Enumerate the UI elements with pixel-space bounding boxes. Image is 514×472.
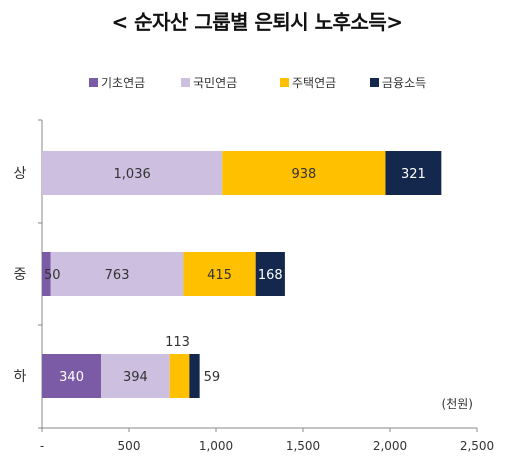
category-label-0: 상	[14, 166, 27, 182]
bar-중-기초연금	[42, 252, 51, 296]
data-label-중-국민연금: 763	[105, 268, 130, 283]
bar-중-금융소득	[255, 252, 285, 296]
legend-swatch-금융소득	[370, 78, 379, 87]
legend-label-금융소득: 금융소득	[382, 76, 426, 90]
data-label-상-주택연금: 938	[291, 167, 316, 182]
bar-하-금융소득	[189, 354, 200, 398]
x-tick-label: 1,000	[199, 439, 233, 453]
data-label-하-주택연금: 113	[165, 335, 190, 350]
x-tick-label: 1,500	[286, 439, 320, 453]
bar-상-국민연금	[42, 151, 223, 195]
bar-상-금융소득	[385, 151, 442, 195]
legend-label-국민연금: 국민연금	[193, 76, 237, 90]
bar-하-주택연금	[169, 354, 190, 398]
bar-하-기초연금	[42, 354, 102, 398]
legend-swatch-국민연금	[181, 78, 190, 87]
bar-중-주택연금	[183, 252, 256, 296]
legend: 기초연금 국민연금 주택연금 금융소득	[89, 76, 426, 90]
legend-label-기초연금: 기초연금	[101, 76, 145, 90]
bars	[42, 151, 442, 398]
chart-title: < 순자산 그룹별 은퇴시 노후소득>	[111, 10, 403, 34]
legend-swatch-주택연금	[280, 78, 289, 87]
x-tick-label: -	[40, 439, 44, 453]
data-label-중-기초연금: 50	[44, 268, 61, 283]
x-tick-label: 2,000	[373, 439, 407, 453]
data-labels: 1,036 938 321 50 763 415 168 340 394 113 59	[44, 167, 426, 385]
data-label-하-기초연금: 340	[59, 370, 84, 385]
unit-label: (천원)	[442, 396, 473, 411]
category-label-1: 중	[14, 267, 27, 283]
legend-swatch-기초연금	[89, 78, 98, 87]
legend-label-주택연금: 주택연금	[292, 76, 336, 90]
bar-중-국민연금	[50, 252, 184, 296]
data-label-하-금융소득: 59	[204, 370, 221, 385]
bar-상-주택연금	[222, 151, 386, 195]
data-label-중-금융소득: 168	[258, 268, 283, 283]
x-tick-label: 2,500	[460, 439, 494, 453]
data-label-중-주택연금: 415	[207, 268, 232, 283]
x-tick-label: 500	[118, 439, 141, 453]
axes: - 500 1,000 1,500 2,000 2,500 상중하	[14, 119, 494, 453]
data-label-상-국민연금: 1,036	[114, 167, 151, 182]
bar-하-국민연금	[101, 354, 170, 398]
data-label-상-금융소득: 321	[401, 167, 426, 182]
category-label-2: 하	[14, 369, 27, 385]
data-label-하-국민연금: 394	[123, 370, 148, 385]
